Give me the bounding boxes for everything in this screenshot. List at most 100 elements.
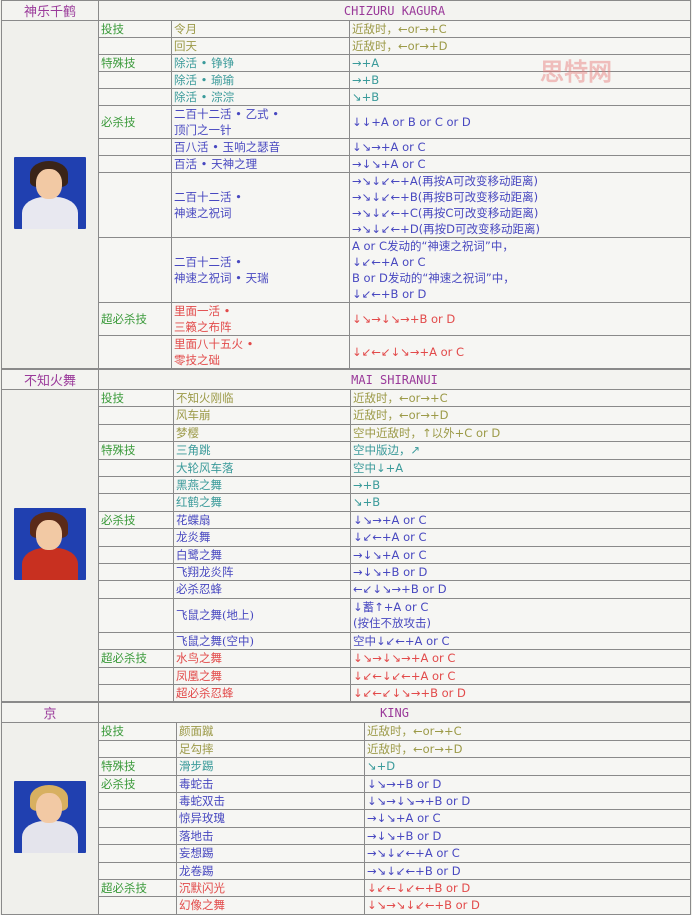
- move-row: 二百十二活 • 神速之祝词 →↘↓↙←+A(再按A可改变移动距离) →↘↓↙←+B…: [2, 172, 691, 238]
- move-row: 梦樱 空中近敌时，↑以外+C or D: [2, 423, 691, 443]
- move-name: 百活 • 天神之理: [171, 155, 350, 173]
- move-category: 特殊技: [98, 54, 172, 72]
- move-row: 大轮风车落 空中↓+A: [2, 458, 691, 478]
- move-category: [98, 71, 172, 89]
- move-row: 足勾摔 近敌时，←or→+D: [2, 739, 691, 759]
- move-row: 里面八十五火 • 零技之础 ↓↙←↙↓↘→+A or C: [2, 335, 691, 369]
- move-input: 近敌时，←or→+D: [350, 406, 691, 425]
- move-input: 近敌时，←or→+D: [364, 739, 691, 759]
- move-name: 除活 • 瑜瑜: [171, 71, 350, 89]
- move-input: 近敌时，←or→+C: [350, 388, 691, 408]
- move-input: ↘+B: [349, 88, 691, 106]
- move-input: 空中版边，↗: [350, 441, 691, 460]
- character-table: 不知火舞 MAI SHIRANUI 投技 不知火刚临 近敌时，←or→+C 风车崩 近敌时，…: [1, 369, 691, 703]
- move-category: [98, 423, 174, 443]
- move-input: ↓↘→↓↘→+B or D: [349, 302, 691, 336]
- move-row: 龙炎舞 ↓↙←+A or C: [2, 528, 691, 547]
- move-input: 空中近敌时，↑以外+C or D: [350, 423, 691, 443]
- move-category: [98, 826, 177, 846]
- move-name: 毒蛇双击: [176, 791, 365, 811]
- move-row: 白鹭之舞 →↓↘+A or C: [2, 545, 691, 565]
- move-row: 飞鼠之舞(空中) 空中↓↙←+A or C: [2, 631, 691, 651]
- move-name: 颜面蹴: [176, 722, 365, 741]
- move-row: 黑燕之舞 →+B: [2, 476, 691, 495]
- move-row: 飞鼠之舞(地上) ↓蓄↑+A or C (按住不放攻击): [2, 597, 691, 633]
- move-input: →↓↘+B or D: [364, 826, 691, 846]
- move-name: 龙卷踢: [176, 861, 365, 880]
- move-row: 投技 令月 近敌时，←or→+C: [1, 20, 691, 369]
- move-category: [98, 896, 177, 915]
- move-row: 必杀技 二百十二活 • 乙式 • 顶门之一针 ↓↓+A or B or C or D: [2, 105, 691, 139]
- character-name-cn: 神乐千鹤: [1, 0, 99, 21]
- move-row: 特殊技 三角跳 空中版边，↗: [2, 441, 691, 460]
- move-input: 近敌时，←or→+D: [349, 37, 691, 55]
- move-name: 滑步踢: [176, 757, 365, 776]
- move-name: 百八活 • 玉响之瑟音: [171, 138, 350, 156]
- move-input: 近敌时，←or→+C: [349, 20, 691, 38]
- move-input: ↓↓+A or B or C or D: [349, 105, 691, 139]
- move-category: [98, 809, 177, 828]
- move-name: 梦樱: [173, 423, 351, 443]
- move-name: 飞翔龙炎阵: [173, 563, 351, 582]
- move-category: [98, 476, 174, 495]
- character-name-en: KING: [98, 702, 691, 724]
- move-row: 超必杀技 沉默闪光 ↓↙←↓↙←+B or D: [2, 878, 691, 898]
- move-row: 落地击 →↓↘+B or D: [2, 826, 691, 846]
- move-category: [98, 37, 172, 55]
- move-name: 黑燕之舞: [173, 476, 351, 495]
- move-name: 必杀忍蜂: [173, 580, 351, 599]
- move-category: [98, 155, 172, 173]
- move-category: [98, 88, 172, 106]
- move-name: 飞鼠之舞(空中): [173, 631, 351, 651]
- move-row: 风车崩 近敌时，←or→+D: [2, 406, 691, 425]
- move-input: ↓蓄↑+A or C (按住不放攻击): [350, 597, 691, 633]
- move-name: 里面八十五火 • 零技之础: [171, 335, 350, 369]
- move-name: 除活 • 淙淙: [171, 88, 350, 106]
- move-name: 足勾摔: [176, 739, 365, 759]
- move-row: 除活 • 瑜瑜 →+B: [2, 71, 691, 89]
- move-input: ↓↘→+A or C: [350, 510, 691, 530]
- move-category: [98, 237, 172, 303]
- move-row: 超必杀忍蜂 ↓↙←↙↓↘→+B or D: [2, 683, 691, 703]
- character-portrait: [1, 388, 99, 703]
- character-name-en: MAI SHIRANUI: [98, 369, 691, 390]
- character-name-cn: 京: [1, 702, 99, 724]
- move-name: 超必杀忍蜂: [173, 683, 351, 703]
- move-row: 百八活 • 玉响之瑟音 ↓↘→+A or C: [2, 138, 691, 156]
- portrait-image: [14, 508, 86, 581]
- move-row: 惊异玫瑰 →↓↘+A or C: [2, 809, 691, 828]
- move-name: 大轮风车落: [173, 458, 351, 478]
- move-input: ←↙↓↘→+B or D: [350, 580, 691, 599]
- move-input: →↘↓↙←+A or C: [364, 844, 691, 863]
- move-row: 飞翔龙炎阵 →↓↘+B or D: [2, 563, 691, 582]
- move-input: ↓↘→↓↘→+A or C: [350, 649, 691, 668]
- move-name: 惊异玫瑰: [176, 809, 365, 828]
- move-input: →+B: [350, 476, 691, 495]
- move-row: 除活 • 淙淙 ↘+B: [2, 88, 691, 106]
- move-name: 二百十二活 • 乙式 • 顶门之一针: [171, 105, 350, 139]
- move-row: 百活 • 天神之理 →↓↘+A or C: [2, 155, 691, 173]
- move-category: 投技: [98, 722, 177, 741]
- move-name: 风车崩: [173, 406, 351, 425]
- move-name: 沉默闪光: [176, 878, 365, 898]
- move-name: 不知火刚临: [173, 388, 351, 408]
- character-portrait: [1, 722, 99, 915]
- move-row: 必杀技 毒蛇击 ↓↘→+B or D: [2, 774, 691, 793]
- move-category: [98, 597, 174, 633]
- move-category: [98, 739, 177, 759]
- portrait-image: [14, 157, 86, 229]
- move-row: 特殊技 滑步踢 ↘+D: [2, 757, 691, 776]
- move-category: 投技: [98, 388, 174, 408]
- move-input: 空中↓+A: [350, 458, 691, 478]
- move-row: 必杀忍蜂 ←↙↓↘→+B or D: [2, 580, 691, 599]
- move-input: ↓↘→+A or C: [349, 138, 691, 156]
- move-name: 回天: [171, 37, 350, 55]
- move-category: [98, 861, 177, 880]
- move-category: [98, 563, 174, 582]
- character-table: 京 KING 投技 颜面蹴 近敌时，←or→+C 足勾摔 近敌时，←or→+D 特殊技 滑步踢 ↘…: [1, 702, 691, 915]
- move-category: [98, 406, 174, 425]
- move-name: 花蝶扇: [173, 510, 351, 530]
- move-category: [98, 631, 174, 651]
- character-table: 神乐千鹤 CHIZURU KAGURA 投技 令月 近敌时，←or→+C 回天 近敌时，←o…: [1, 0, 691, 369]
